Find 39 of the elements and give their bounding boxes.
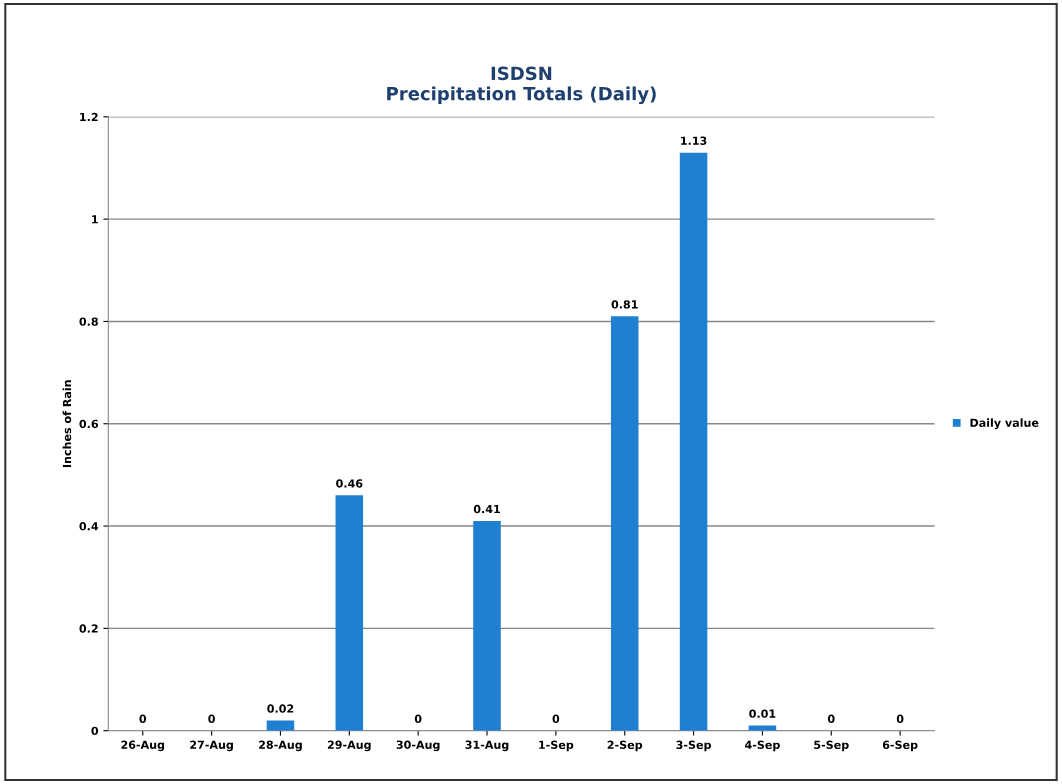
x-tick-label: 2-Sep (607, 740, 643, 752)
data-label: 0 (414, 714, 422, 723)
data-label: 1.13 (681, 136, 707, 145)
y-tick-label: 0.8 (79, 317, 98, 326)
x-tick-label: 30-Aug (396, 740, 440, 752)
bar (679, 152, 708, 731)
data-label: 0.01 (749, 709, 776, 718)
y-tick-label: 1 (92, 215, 98, 224)
data-label: 0 (139, 714, 147, 723)
data-label: 0.81 (611, 300, 638, 309)
bar (266, 720, 295, 731)
y-tick-label: 0 (91, 726, 99, 736)
data-label: 0 (552, 714, 560, 723)
data-label: 0 (827, 714, 835, 723)
bar (610, 316, 639, 731)
bar (335, 495, 364, 731)
chart-title: ISDSN Precipitation Totals (Daily) (387, 66, 656, 105)
x-tick-label: 4-Sep (745, 740, 780, 752)
y-tick-label: 1.2 (80, 112, 98, 122)
x-tick-label: 27-Aug (190, 740, 233, 752)
x-tick-label: 26-Aug (121, 740, 165, 752)
y-axis-title: Inches of Rain (62, 380, 72, 468)
data-label: 0.41 (473, 504, 500, 514)
y-tick-label: 0.4 (79, 522, 99, 531)
data-label: 0.46 (336, 479, 363, 488)
x-tick-label: 6-Sep (882, 740, 918, 752)
x-tick-label: 1-Sep (539, 740, 574, 752)
x-tick-label: 3-Sep (676, 740, 711, 752)
data-label: 0 (208, 714, 215, 723)
x-tick-label: 29-Aug (327, 740, 371, 752)
y-tick-label: 0.6 (79, 419, 99, 429)
data-label: 0.02 (267, 704, 294, 713)
y-tick-label: 0.2 (79, 624, 98, 633)
bar (473, 520, 501, 731)
legend-label: Daily value (970, 418, 1039, 430)
x-tick-label: 31-Aug (465, 740, 509, 752)
x-tick-label: 28-Aug (259, 740, 302, 752)
x-tick-label: 5-Sep (814, 740, 849, 752)
data-label: 0 (896, 714, 904, 723)
